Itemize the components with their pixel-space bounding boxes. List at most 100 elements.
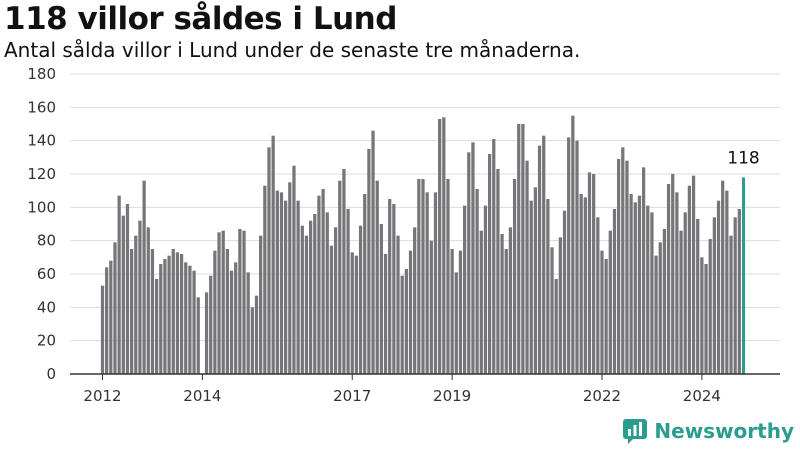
data-bar [654,255,658,374]
data-bar [550,247,554,374]
data-bar [404,269,408,374]
data-bar [358,225,363,374]
data-bar [113,242,117,374]
data-bar [417,179,421,374]
y-tick-label: 20 [37,332,56,350]
data-bar [279,192,284,374]
data-bar [529,200,533,374]
data-bar [700,257,704,374]
highlight-value-label: 118 [727,148,759,168]
data-bar [100,285,105,374]
x-tick-label: 2024 [683,387,721,405]
data-bar [508,227,513,374]
data-bar [504,249,508,374]
data-bar [592,174,596,374]
data-bar [105,267,109,374]
data-bar [329,245,334,374]
data-bar [716,200,721,374]
data-bar [458,250,463,374]
data-bar [554,279,558,374]
y-tick-label: 180 [27,65,56,83]
chart-subtitle: Antal sålda villor i Lund under de senas… [4,38,581,62]
brand-logo: Newsworthy [622,418,794,444]
y-tick-label: 100 [27,198,56,216]
data-bar [704,264,708,374]
data-bar [625,160,629,374]
data-bar [500,234,504,374]
data-bar [567,137,571,374]
data-bar [421,179,425,374]
data-bar [259,235,263,374]
data-bar [375,180,379,374]
data-bar [342,169,346,374]
data-bar [225,249,229,374]
data-bar [363,194,367,374]
data-bar [284,200,288,374]
data-bar [163,259,167,374]
x-tick-label: 2022 [583,387,621,405]
data-bar [521,124,525,374]
data-bar [221,230,225,374]
x-tick-label: 2014 [183,387,221,405]
data-bar [408,250,413,374]
data-bar [537,145,542,374]
data-bar [629,194,633,374]
data-bar [184,262,188,374]
data-bar [483,205,488,374]
data-bar [234,262,238,374]
chart-title: 118 villor såldes i Lund [4,1,397,37]
data-bar [579,194,583,374]
data-bar [304,235,309,374]
x-axis: 2012 2014 2017 2019 2022 2024 [70,373,780,405]
data-bar [388,199,392,374]
data-bar [196,297,200,374]
data-bar [708,239,712,374]
data-bar [138,220,142,374]
data-bar [475,189,479,374]
data-bar [433,192,438,374]
data-bar [250,307,254,374]
data-bar [175,252,180,374]
data-bar [317,195,321,374]
data-bar [275,190,279,374]
data-bar [396,235,400,374]
data-bar [683,212,687,374]
x-tick-label: 2012 [83,387,121,405]
data-bar [587,172,592,374]
data-bar [167,255,171,374]
data-bar [442,117,446,374]
data-bar [496,169,500,374]
data-bar [446,179,450,374]
data-bar [562,210,567,374]
data-bar [325,212,329,374]
data-bar [142,180,146,374]
data-bar [517,124,521,374]
y-tick-label: 40 [37,298,56,316]
data-bar [213,250,217,374]
data-bar [712,217,716,374]
data-bar [467,152,471,374]
data-bar [621,147,625,374]
data-bar [637,195,642,374]
data-bar [300,225,304,374]
data-bar [379,224,383,374]
data-bar [371,130,375,374]
data-bar [288,182,292,374]
newsworthy-logo-icon [623,419,648,444]
data-bar [733,217,737,374]
data-bar [425,192,429,374]
data-bar [558,237,562,374]
data-bar [596,217,600,374]
data-bar [429,240,433,374]
data-bar [338,180,342,374]
data-bar [246,272,250,374]
data-bar [392,204,396,374]
data-bar [263,185,267,374]
data-bar [146,227,150,374]
brand-name: Newsworthy [654,419,794,443]
x-tick-label: 2017 [333,387,371,405]
data-bar [296,200,300,374]
data-bar [546,199,550,374]
data-bar [292,165,296,374]
data-bar [650,212,654,374]
